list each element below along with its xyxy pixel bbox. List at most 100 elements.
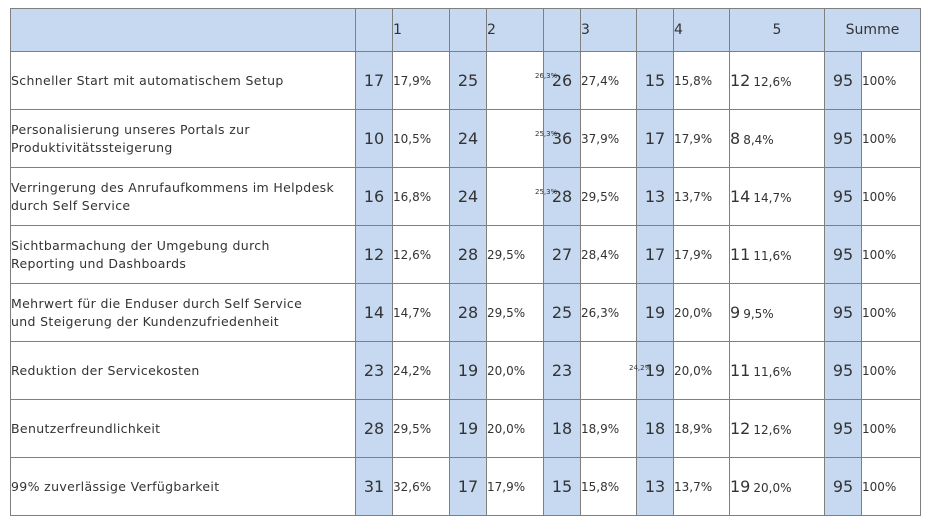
sum-count: 95 [824, 341, 862, 400]
percent-5: 11,6% [753, 249, 792, 263]
count-2: 17 [449, 457, 487, 516]
percent-1: 29,5% [392, 399, 450, 458]
sum-count: 95 [824, 51, 862, 110]
row-label-line-2: und Steigerung der Kundenzufriedenheit [11, 313, 279, 329]
percent-5: 11,6% [753, 365, 792, 379]
count-1: 31 [355, 457, 393, 516]
percent-1: 24,2% [392, 341, 450, 400]
percent-1: 16,8% [392, 167, 450, 226]
sum-percent: 100% [861, 283, 921, 342]
sum-percent: 100% [861, 109, 921, 168]
count-4: 17 [636, 109, 674, 168]
count-1: 28 [355, 399, 393, 458]
percent-3: 26,3% [580, 283, 637, 342]
sum-percent: 100% [861, 457, 921, 516]
table-row: Benutzerfreundlichkeit 28 29,5% 19 20,0% 18 18… [10, 399, 921, 458]
count-3: 18 [543, 399, 581, 458]
percent-1: 32,6% [392, 457, 450, 516]
survey-results-table: 1 2 3 4 5 Summe Schneller Start mit auto… [10, 8, 921, 516]
count-1: 17 [355, 51, 393, 110]
col-5-cell: 19 20,0% [729, 457, 825, 516]
table-row: Schneller Start mit automatischem Setup 1… [10, 51, 921, 110]
row-label-line-1: Personalisierung unseres Portals zur [11, 121, 250, 137]
percent-2: 20,0% [486, 399, 544, 458]
count-4: 19 [636, 283, 674, 342]
count-4: 18 [636, 399, 674, 458]
count-1: 10 [355, 109, 393, 168]
header-col-4: 4 [673, 8, 730, 52]
header-col-3: 3 [580, 8, 637, 52]
percent-4: 20,0% [673, 283, 730, 342]
percent-2: 29,5% [486, 225, 544, 284]
percent-5: 20,0% [753, 481, 792, 495]
count-1: 23 [355, 341, 393, 400]
count-5: 11 [730, 361, 751, 380]
percent-1: 17,9% [392, 51, 450, 110]
count-4: 17 [636, 225, 674, 284]
percent-2: 26,3% [486, 51, 557, 110]
percent-5: 14,7% [753, 191, 792, 205]
row-label-line-2: Reporting und Dashboards [11, 255, 187, 271]
percent-1: 12,6% [392, 225, 450, 284]
count-4: 15 [636, 51, 674, 110]
count-1: 14 [355, 283, 393, 342]
percent-2: 25,3% [486, 167, 557, 226]
header-blank-4 [636, 8, 674, 52]
sum-count: 95 [824, 457, 862, 516]
count-2: 28 [449, 225, 487, 284]
percent-4: 17,9% [673, 109, 730, 168]
percent-4: 18,9% [673, 399, 730, 458]
header-row: 1 2 3 4 5 Summe [10, 8, 921, 52]
row-label: Mehrwert für die Enduser durch Self Serv… [10, 283, 356, 342]
percent-4: 17,9% [673, 225, 730, 284]
percent-3: 18,9% [580, 399, 637, 458]
col-5-cell: 12 12,6% [729, 51, 825, 110]
count-5: 8 [730, 129, 741, 148]
percent-4: 13,7% [673, 457, 730, 516]
percent-3: 37,9% [580, 109, 637, 168]
count-3: 23 [543, 341, 581, 400]
row-label: Sichtbarmachung der Umgebung durch Report… [10, 225, 356, 284]
col-5-cell: 8 8,4% [729, 109, 825, 168]
percent-3: 28,4% [580, 225, 637, 284]
percent-1: 10,5% [392, 109, 450, 168]
count-3: 15 [543, 457, 581, 516]
col-5-cell: 11 11,6% [729, 341, 825, 400]
sum-count: 95 [824, 399, 862, 458]
sum-count: 95 [824, 283, 862, 342]
percent-5: 12,6% [753, 75, 792, 89]
sum-percent: 100% [861, 225, 921, 284]
table-row: Verringerung des Anrufaufkommens im Help… [10, 167, 921, 226]
col-5-cell: 12 12,6% [729, 399, 825, 458]
percent-2: 25,3% [486, 109, 557, 168]
percent-5: 9,5% [743, 307, 774, 321]
table-row: Reduktion der Servicekosten 23 24,2% 19 20,0… [10, 341, 921, 400]
table-row: Mehrwert für die Enduser durch Self Serv… [10, 283, 921, 342]
header-blank [10, 8, 356, 52]
sum-percent: 100% [861, 341, 921, 400]
sum-percent: 100% [861, 167, 921, 226]
row-label-line-1: Verringerung des Anrufaufkommens im Help… [11, 179, 335, 195]
percent-5: 12,6% [753, 423, 792, 437]
header-blank-2 [449, 8, 487, 52]
row-label-line-1: Reduktion der Servicekosten [11, 362, 200, 378]
count-4: 13 [636, 457, 674, 516]
row-label: Benutzerfreundlichkeit [10, 399, 356, 458]
row-label: Schneller Start mit automatischem Setup [10, 51, 356, 110]
header-blank-3 [543, 8, 581, 52]
row-label-line-1: Benutzerfreundlichkeit [11, 420, 161, 436]
col-5-cell: 11 11,6% [729, 225, 825, 284]
percent-4: 20,0% [673, 341, 730, 400]
count-4: 19 [636, 341, 674, 400]
percent-2: 20,0% [486, 341, 544, 400]
percent-3: 15,8% [580, 457, 637, 516]
count-1: 16 [355, 167, 393, 226]
row-label: Personalisierung unseres Portals zur Prod… [10, 109, 356, 168]
count-5: 12 [730, 71, 751, 90]
count-2: 28 [449, 283, 487, 342]
header-blank-1 [355, 8, 393, 52]
percent-3: 29,5% [580, 167, 637, 226]
row-label-line-1: Schneller Start mit automatischem Setup [11, 72, 284, 88]
header-col-2: 2 [486, 8, 544, 52]
count-5: 11 [730, 245, 751, 264]
